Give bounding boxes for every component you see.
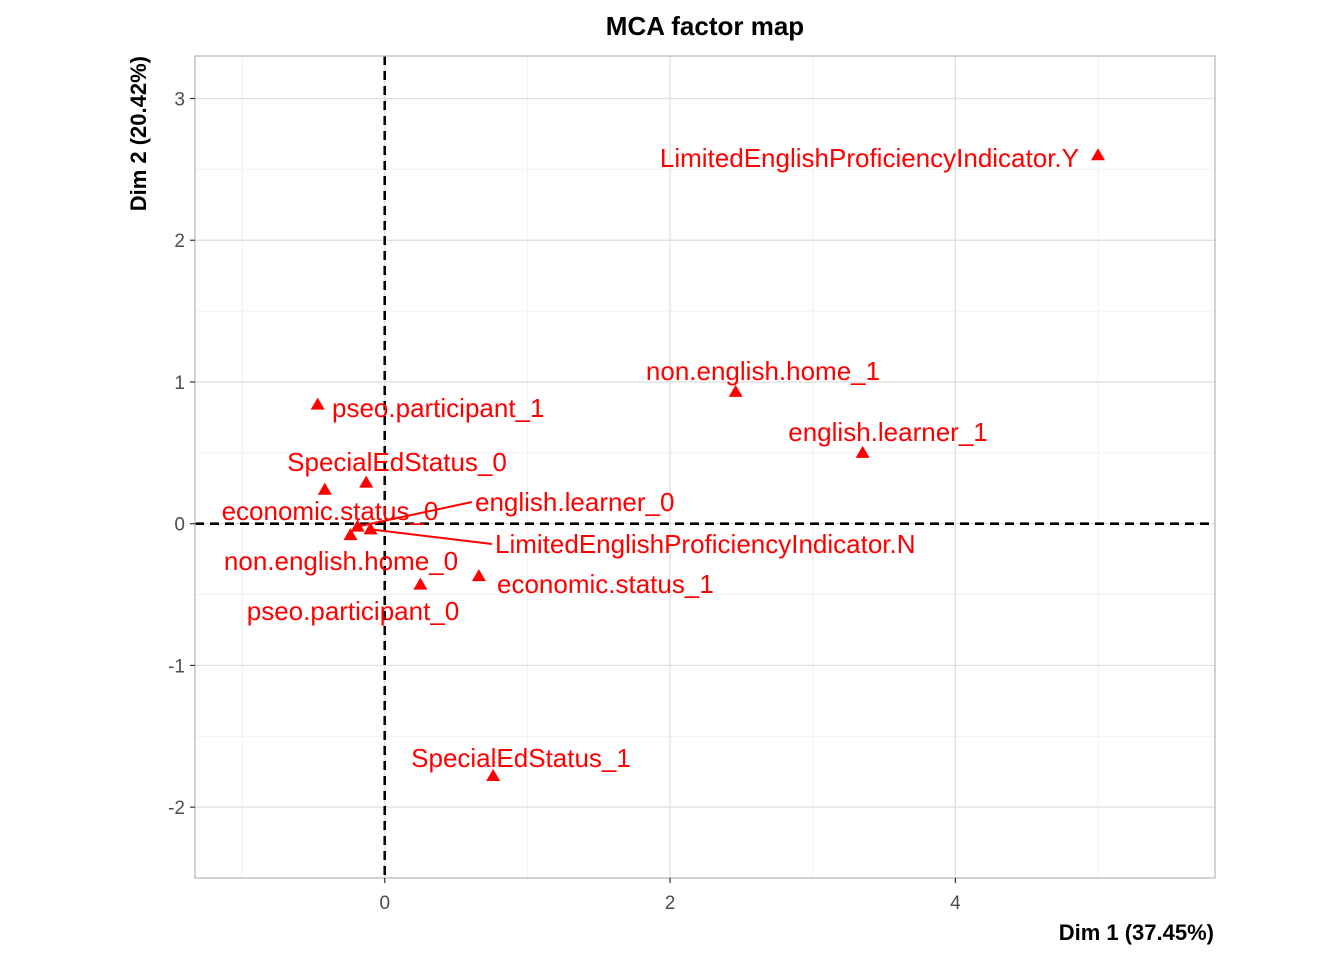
x-tick-label: 4 xyxy=(950,893,961,914)
y-axis-title: Dim 2 (20.42%) xyxy=(126,56,151,211)
x-tick-label: 0 xyxy=(379,893,390,914)
point-marker xyxy=(413,577,428,590)
point-label: economic.status_1 xyxy=(497,569,714,599)
x-axis-ticks: 0 2 4 xyxy=(379,878,961,914)
plot-panel-border xyxy=(194,55,1216,879)
point-labels: LimitedEnglishProficiencyIndicator.Y non.… xyxy=(222,143,1079,773)
point-marker xyxy=(1091,148,1106,161)
point-marker xyxy=(310,397,325,410)
y-axis-ticks: -2 -1 0 1 2 3 xyxy=(168,90,195,819)
point-label: SpecialEdStatus_1 xyxy=(411,743,631,773)
point-marker xyxy=(486,768,501,781)
point-label: LimitedEnglishProficiencyIndicator.Y xyxy=(660,143,1079,173)
data-points xyxy=(310,148,1106,781)
y-tick-label: -1 xyxy=(168,656,185,677)
x-tick-label: 2 xyxy=(665,893,676,914)
x-axis-title: Dim 1 (37.45%) xyxy=(1059,920,1214,945)
point-label: pseo.participant_0 xyxy=(247,596,459,626)
point-label: economic.status_0 xyxy=(222,496,439,526)
y-tick-label: 2 xyxy=(174,231,185,252)
point-marker xyxy=(728,384,743,397)
point-marker xyxy=(359,475,374,488)
point-label: non.english.home_0 xyxy=(224,546,458,576)
point-marker xyxy=(343,528,358,541)
point-label: non.english.home_1 xyxy=(646,356,880,386)
point-label: pseo.participant_1 xyxy=(332,393,544,423)
point-marker xyxy=(350,519,365,532)
label-connectors xyxy=(357,501,493,545)
reference-lines xyxy=(195,56,1215,878)
point-marker xyxy=(317,482,332,495)
y-tick-label: 3 xyxy=(174,90,185,111)
point-marker xyxy=(363,522,378,535)
point-marker xyxy=(855,445,870,458)
chart-title: MCA factor map xyxy=(606,11,804,41)
point-label: english.learner_0 xyxy=(475,487,674,517)
label-connector-line xyxy=(357,501,473,528)
point-marker xyxy=(471,569,486,582)
y-tick-label: -2 xyxy=(168,798,185,819)
y-tick-label: 0 xyxy=(174,515,185,536)
point-label: english.learner_1 xyxy=(788,417,987,447)
label-connector-line xyxy=(370,528,493,545)
point-label: LimitedEnglishProficiencyIndicator.N xyxy=(495,529,916,559)
point-label: SpecialEdStatus_0 xyxy=(287,447,507,477)
y-tick-label: 1 xyxy=(174,373,185,394)
